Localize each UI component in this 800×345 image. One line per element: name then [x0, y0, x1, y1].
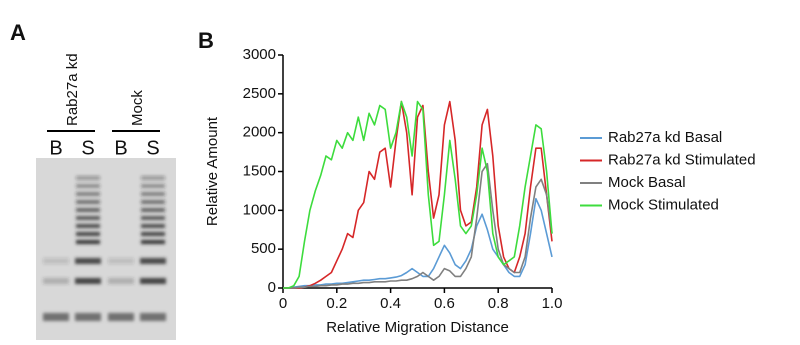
- band: [75, 313, 101, 321]
- band: [43, 278, 69, 284]
- band: [108, 278, 134, 284]
- band: [43, 258, 69, 264]
- legend-label: Mock Basal: [608, 174, 686, 191]
- band: [76, 224, 100, 228]
- band: [75, 258, 101, 264]
- band: [141, 184, 165, 188]
- band: [141, 224, 165, 228]
- x-tick-label: 0.2: [326, 295, 347, 312]
- y-tick-label: 1500: [243, 162, 276, 179]
- panel-label: B: [198, 28, 214, 53]
- band: [140, 278, 166, 284]
- y-axis-title: Relative Amount: [204, 116, 221, 226]
- band: [76, 216, 100, 220]
- band: [141, 240, 165, 244]
- chart: 0 500 1000 1500 2000 2500 3000 0 0.2 0.4 0.6 0.8 1.0…: [204, 46, 756, 336]
- legend-label: Mock Stimulated: [608, 196, 719, 213]
- x-axis-title: Relative Migration Distance: [326, 319, 509, 336]
- line-series: [283, 102, 552, 288]
- lane-label: S: [146, 137, 159, 159]
- figure: A B Rab27a kd Mock B S B S 0 500 1000 1500 2…: [0, 0, 800, 340]
- x-tick-label: 0.4: [380, 295, 401, 312]
- band: [141, 176, 165, 180]
- x-tick-label: 0.6: [434, 295, 455, 312]
- band: [140, 313, 166, 321]
- panel-label: A: [10, 20, 26, 45]
- band: [76, 232, 100, 236]
- band: [141, 216, 165, 220]
- y-tick-label: 500: [251, 240, 276, 257]
- legend-label: Rab27a kd Stimulated: [608, 151, 756, 168]
- band: [108, 258, 134, 264]
- band: [141, 232, 165, 236]
- band: [43, 313, 69, 321]
- band: [108, 313, 134, 321]
- y-tick-label: 1000: [243, 201, 276, 218]
- band: [141, 200, 165, 204]
- band: [141, 192, 165, 196]
- lane-label: B: [114, 137, 127, 159]
- lane-label: S: [81, 137, 94, 159]
- band: [76, 192, 100, 196]
- band: [76, 240, 100, 244]
- line-series: [283, 164, 552, 288]
- band: [141, 208, 165, 212]
- band: [76, 184, 100, 188]
- line-series: [283, 102, 552, 288]
- x-tick-label: 0: [279, 295, 287, 312]
- band: [76, 176, 100, 180]
- group-label: Rab27a kd: [64, 53, 81, 126]
- y-tick-label: 3000: [243, 46, 276, 63]
- group-label: Mock: [129, 90, 146, 126]
- x-tick-label: 0.8: [488, 295, 509, 312]
- band: [76, 208, 100, 212]
- band: [76, 200, 100, 204]
- x-tick-label: 1.0: [542, 295, 563, 312]
- lane-label: B: [49, 137, 62, 159]
- line-series: [283, 199, 552, 288]
- band: [75, 278, 101, 284]
- band: [140, 258, 166, 264]
- y-tick-label: 2500: [243, 85, 276, 102]
- legend-label: Rab27a kd Basal: [608, 129, 722, 146]
- y-tick-label: 0: [268, 279, 276, 296]
- y-tick-label: 2000: [243, 124, 276, 141]
